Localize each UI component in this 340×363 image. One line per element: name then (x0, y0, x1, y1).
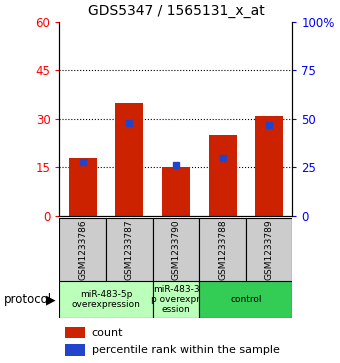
Text: ▶: ▶ (46, 293, 55, 306)
Text: count: count (91, 327, 123, 338)
Bar (106, 218, 153, 281)
Bar (199, 281, 292, 318)
Text: GSM1233787: GSM1233787 (125, 219, 134, 280)
Text: percentile rank within the sample: percentile rank within the sample (91, 345, 279, 355)
Text: control: control (230, 295, 261, 304)
Bar (69, 158, 97, 216)
Bar (59, 281, 153, 318)
Text: GSM1233786: GSM1233786 (78, 219, 87, 280)
Bar (255, 116, 283, 216)
Bar (246, 218, 292, 281)
Bar (65, 344, 85, 356)
Text: GSM1233788: GSM1233788 (218, 219, 227, 280)
Bar (153, 281, 199, 318)
Bar (199, 218, 246, 281)
Text: miR-483-5p
overexpression: miR-483-5p overexpression (72, 290, 140, 309)
Bar (153, 218, 199, 281)
Text: GSM1233789: GSM1233789 (265, 219, 274, 280)
Title: GDS5347 / 1565131_x_at: GDS5347 / 1565131_x_at (88, 4, 264, 18)
Text: GSM1233790: GSM1233790 (171, 219, 181, 280)
Bar (59, 218, 106, 281)
Bar (115, 103, 143, 216)
Bar (65, 327, 85, 338)
Text: miR-483-3
p overexpr
ession: miR-483-3 p overexpr ession (151, 285, 201, 314)
Bar (162, 167, 190, 216)
Bar (208, 135, 237, 216)
Text: protocol: protocol (3, 293, 52, 306)
